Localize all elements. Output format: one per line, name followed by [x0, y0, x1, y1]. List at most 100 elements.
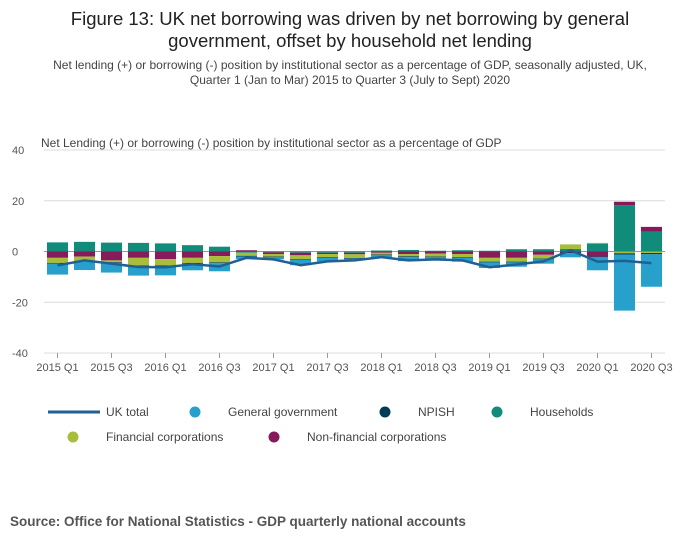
bar-segment	[505, 261, 528, 263]
bar-segment	[316, 257, 339, 262]
bar-segment	[127, 251, 150, 258]
bar-segment	[640, 254, 663, 287]
bar-segment	[316, 257, 339, 258]
bar-segment	[46, 242, 69, 252]
bar-segment	[208, 251, 231, 257]
legend-swatch	[67, 431, 79, 443]
x-tick-label: 2018 Q3	[414, 362, 456, 374]
bar-segment	[73, 251, 96, 257]
y-tick-label: 20	[12, 196, 24, 208]
legend-swatch	[379, 406, 391, 418]
bar-segment	[289, 259, 312, 260]
y-tick-label: -40	[12, 348, 28, 360]
bar-segment	[451, 251, 474, 255]
bar-segment	[289, 252, 312, 256]
bar-segment	[613, 201, 636, 206]
bar-segment	[100, 242, 123, 252]
bar-segment	[289, 251, 312, 253]
bar-segment	[127, 266, 150, 276]
x-tick-label: 2017 Q1	[252, 362, 294, 374]
bar-segment	[181, 251, 204, 258]
x-tick-label: 2015 Q1	[36, 362, 78, 374]
bar-segment	[154, 259, 177, 266]
bar-segment	[370, 251, 393, 253]
bar-segment	[235, 255, 258, 257]
legend-label: UK total	[106, 405, 149, 419]
chart-title: Figure 13: UK net borrowing was driven b…	[0, 8, 700, 52]
bar-segment	[613, 251, 636, 254]
bar-segment	[586, 251, 609, 257]
bar-segment	[586, 256, 609, 258]
x-tick-label: 2019 Q3	[522, 362, 564, 374]
bar-segment	[424, 253, 447, 257]
bar-segment	[505, 249, 528, 252]
legend-label: Households	[530, 405, 593, 419]
bar-segment	[478, 261, 501, 263]
bar-segment	[424, 251, 447, 254]
bar-segment	[154, 243, 177, 252]
x-tick-label: 2020 Q3	[630, 362, 672, 374]
legend-label: Non-financial corporations	[307, 430, 446, 444]
bar-segment	[451, 250, 474, 252]
bar-segment	[46, 262, 69, 264]
bar-segment	[262, 254, 285, 257]
bar-segment	[478, 262, 501, 268]
bar-segment	[208, 262, 231, 264]
bar-segment	[181, 245, 204, 252]
chart-title-line2: government, offset by household net lend…	[168, 30, 532, 51]
bar-segment	[46, 257, 69, 263]
bar-segment	[532, 251, 555, 255]
bar-segment	[343, 254, 366, 259]
bar-segment	[370, 254, 393, 256]
bar-segment	[154, 251, 177, 260]
bar-segment	[316, 252, 339, 255]
bar-segment	[343, 252, 366, 255]
bar-segment	[100, 262, 123, 273]
bar-segment	[100, 251, 123, 261]
bar-segment	[235, 251, 258, 253]
bar-segment	[586, 242, 609, 244]
chart-subtitle-line2: Quarter 1 (Jan to Mar) 2015 to Quarter 3…	[189, 73, 511, 87]
bar-segment	[316, 251, 339, 253]
legend-swatch	[268, 431, 280, 443]
bar-segment	[424, 250, 447, 252]
bar-segment	[73, 241, 96, 252]
x-tick-label: 2017 Q3	[306, 362, 348, 374]
inner-chart-title: Net Lending (+) or borrowing (-) positio…	[41, 136, 502, 150]
bar-segment	[262, 252, 285, 255]
bar-segment	[505, 251, 528, 258]
bar-segment	[208, 256, 231, 263]
uk-total-line	[57, 248, 652, 269]
y-tick-label: -20	[12, 297, 28, 309]
bar-segment	[478, 257, 501, 262]
chart-title-line1: Figure 13: UK net borrowing was driven b…	[70, 8, 630, 29]
bar-segment	[316, 254, 339, 258]
bar-segment	[73, 261, 96, 271]
bar-segment	[73, 256, 96, 261]
bar-segment	[532, 249, 555, 252]
chart-subtitle-line1: Net lending (+) or borrowing (-) positio…	[53, 58, 647, 72]
bar-segment	[613, 205, 636, 252]
bar-segment	[397, 254, 420, 257]
bar-segment	[478, 251, 501, 258]
bar-segment	[559, 244, 582, 249]
x-tick-label: 2015 Q3	[90, 362, 132, 374]
bar-segment	[532, 258, 555, 260]
y-tick-label: 40	[12, 145, 24, 157]
bar-segment	[370, 252, 393, 255]
x-tick-label: 2016 Q1	[144, 362, 186, 374]
legend-swatch	[491, 406, 503, 418]
bar-segment	[343, 258, 366, 259]
bar-segment	[640, 253, 663, 255]
bar-segment	[46, 263, 69, 275]
bar-segment	[262, 256, 285, 258]
x-tick-label: 2016 Q3	[198, 362, 240, 374]
bar-segment	[289, 259, 312, 266]
legend-label: NPISH	[418, 405, 455, 419]
bar-segment	[235, 250, 258, 252]
bar-segment	[559, 251, 582, 253]
bar-segment	[127, 242, 150, 252]
bar-segment	[640, 231, 663, 252]
bar-segment	[505, 257, 528, 262]
